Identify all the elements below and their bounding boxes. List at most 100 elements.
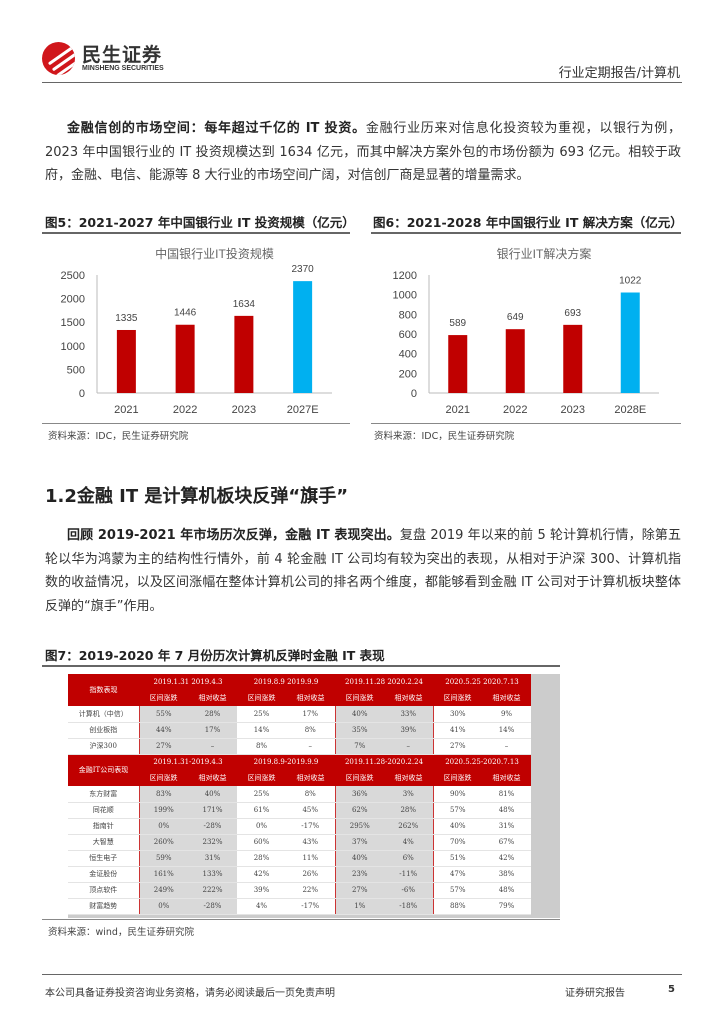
table-cell: 260% [139, 834, 188, 851]
table-row: 沪深300 27% –8% –7% –27% – [68, 738, 531, 755]
fig6-top-rule [371, 232, 681, 234]
fig7-table: 指数表现 2019.1.31 2019.4.3 2019.8.9 2019.9.9 2… [68, 674, 531, 915]
row-label: 沪深300 [68, 738, 140, 755]
table-cell: 37% [335, 834, 384, 851]
table-cell: 36% [335, 786, 384, 803]
table-cell: 62% [335, 802, 384, 819]
period-header: 2019.8.9-2019.9.9 [237, 754, 335, 770]
y-tick-label: 600 [399, 329, 417, 341]
paragraph-1: 金融信创的市场空间：每年超过千亿的 IT 投资。金融行业历来对信息化投资较为重视… [45, 117, 681, 188]
fig6-bottom-rule [371, 423, 681, 424]
x-tick-label: 2028E [614, 404, 646, 414]
data-label: 649 [507, 312, 524, 323]
table-cell: 8% [286, 786, 336, 803]
x-tick-label: 2021 [114, 404, 138, 414]
subheader: 相对收益 [188, 690, 237, 706]
row-label: 大智慧 [68, 834, 140, 851]
fig5-caption: 图5：2021-2027 年中国银行业 IT 投资规模（亿元） [45, 215, 355, 230]
bar [293, 281, 313, 393]
table-cell: 59% [139, 850, 188, 867]
table-cell: 6% [384, 850, 434, 867]
y-tick-label: 200 [399, 368, 417, 380]
para1-lead: 金融信创的市场空间：每年超过千亿的 IT 投资。 [67, 121, 366, 136]
table-cell: 1% [335, 898, 384, 915]
table-cell: 55% [139, 706, 188, 723]
bar [448, 335, 468, 393]
table-cell: 79% [482, 898, 531, 915]
header-divider [42, 82, 682, 83]
period-header: 2019.11.28-2020.2.24 [335, 754, 433, 770]
subheader: 相对收益 [188, 770, 237, 786]
logo: 民生证券 MINSHENG SECURITIES [42, 40, 182, 78]
logo-en: MINSHENG SECURITIES [82, 65, 164, 72]
table-cell: 262% [384, 818, 434, 835]
bar [116, 329, 136, 393]
row-label: 顶点软件 [68, 882, 140, 899]
table-cell: 8% [286, 722, 336, 739]
subheader: 相对收益 [384, 770, 433, 786]
para1-text: 金融行业历来对信息化投资较为重视，以银行为例，2023 年中国银行业的 IT 投… [45, 121, 681, 183]
fig6-source: 资料来源：IDC，民生证券研究院 [374, 431, 515, 442]
x-tick-label: 2022 [503, 404, 527, 414]
x-tick-label: 2027E [287, 404, 319, 414]
table-cell: – [482, 738, 531, 755]
row-label: 恒生电子 [68, 850, 140, 867]
period-header: 2019.11.28 2020.2.24 [335, 674, 433, 690]
row-label: 创业板指 [68, 722, 140, 739]
table-cell: 27% [139, 738, 188, 755]
bar [175, 324, 195, 393]
table-cell: 26% [286, 866, 336, 883]
fig5-chart: 中国银行业IT投资规模 0 500 1000 1500 2000 2500 1335 2021 1… [61, 246, 332, 414]
footer-label: 证券研究报告 [565, 988, 625, 999]
table-cell: 48% [482, 802, 531, 819]
fig5-top-rule [42, 232, 350, 234]
table-cell: -17% [286, 818, 336, 835]
table-cell: 22% [286, 882, 336, 899]
table-cell: 43% [286, 834, 336, 851]
table-cell: 17% [188, 722, 237, 739]
y-tick-label: 1500 [61, 317, 85, 329]
data-label: 1022 [619, 276, 642, 287]
bar [563, 324, 583, 393]
table-cell: 57% [433, 802, 482, 819]
table-cell: -28% [188, 818, 237, 835]
table-cell: 35% [335, 722, 384, 739]
x-tick-label: 2021 [446, 404, 470, 414]
data-label: 1335 [115, 313, 138, 324]
bar [234, 315, 254, 393]
subheader: 区间涨跌 [433, 770, 482, 786]
table-cell: 249% [139, 882, 188, 899]
row-label: 金证股份 [68, 866, 140, 883]
table-cell: 70% [433, 834, 482, 851]
table-cell: 25% [237, 786, 286, 803]
table-row: 东方财富 83% 40% 25% 8% 36% 3% 90% 81% [68, 786, 531, 803]
report-type: 行业定期报告/计算机 [558, 66, 680, 81]
table-cell: 8% [237, 738, 286, 755]
table-cell: 232% [188, 834, 237, 851]
table-row: 创业板指 44% 17% 14% 8% 35% 39% 41% 14% [68, 722, 531, 739]
table-subheader-row: 区间涨跌 相对收益 区间涨跌 相对收益 区间涨跌 相对收益 区间涨跌 相对收益 [68, 770, 531, 786]
table-cell: 81% [482, 786, 531, 803]
y-tick-label: 0 [411, 388, 417, 400]
y-tick-label: 1000 [393, 290, 417, 302]
table-row: 顶点软件 249% 222% 39% 22% 27% -6% 57% 48% [68, 882, 531, 899]
subheader: 区间涨跌 [335, 770, 384, 786]
table-cell: 44% [139, 722, 188, 739]
subheader: 相对收益 [482, 690, 531, 706]
table-cell: -6% [384, 882, 434, 899]
table-cell: 14% [237, 722, 286, 739]
table-cell: 199% [139, 802, 188, 819]
table-cell: 4% [384, 834, 434, 851]
y-tick-label: 800 [399, 309, 417, 321]
table-cell: 0% [139, 818, 188, 835]
table-cell: 90% [433, 786, 482, 803]
y-tick-label: 1200 [393, 270, 417, 282]
period-header: 2020.5.25 2020.7.13 [433, 674, 531, 690]
subheader: 区间涨跌 [139, 690, 188, 706]
row-label: 指南针 [68, 818, 140, 835]
para2-text: 复盘 2019 年以来的前 5 轮计算机行情，除第五轮以华为鸿蒙为主的结构性行情… [45, 528, 681, 614]
table-cell: 161% [139, 866, 188, 883]
x-tick-label: 2023 [232, 404, 256, 414]
row-label: 计算机（中信） [68, 706, 140, 723]
fig7-top-rule [42, 665, 560, 667]
